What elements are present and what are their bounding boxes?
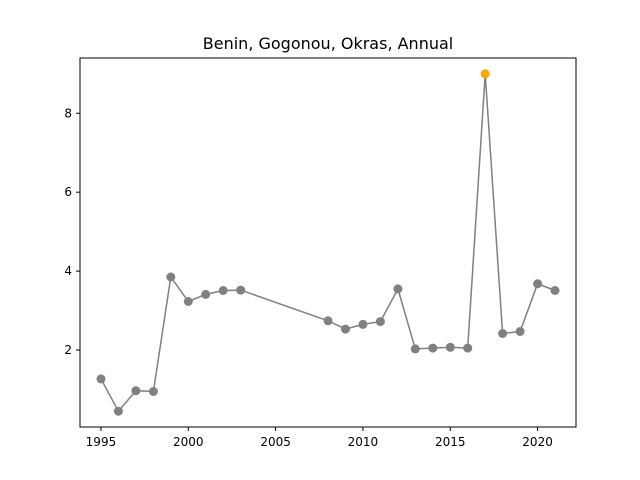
data-point <box>341 324 350 334</box>
data-point <box>358 319 368 329</box>
data-point <box>410 344 420 354</box>
data-point <box>166 272 176 282</box>
y-tick-label: 2 <box>64 343 72 357</box>
data-point <box>375 317 385 327</box>
data-point <box>113 406 123 416</box>
y-axis: 2 4 6 8 <box>64 106 80 357</box>
data-point <box>550 286 560 295</box>
data-point <box>463 343 473 353</box>
data-point <box>445 342 455 352</box>
data-point <box>498 329 508 338</box>
data-point <box>148 387 158 396</box>
data-point <box>236 285 246 295</box>
x-axis: 1995 2000 2005 2010 2015 2020 <box>86 427 553 449</box>
data-point <box>131 386 141 396</box>
y-tick-label: 6 <box>64 185 72 199</box>
highlighted-data-point <box>480 69 490 79</box>
x-tick-label: 2010 <box>348 435 379 449</box>
data-point <box>323 316 333 326</box>
x-tick-label: 1995 <box>86 435 117 449</box>
data-point <box>183 297 193 306</box>
y-tick-label: 8 <box>64 106 72 120</box>
x-tick-label: 2000 <box>173 435 204 449</box>
chart-title: Benin, Gogonou, Okras, Annual <box>203 34 453 53</box>
x-tick-label: 2015 <box>435 435 466 449</box>
data-point <box>218 286 228 295</box>
series-line <box>100 73 556 413</box>
plot-area <box>79 57 577 428</box>
data-point <box>533 279 543 289</box>
data-point <box>201 289 211 299</box>
x-tick-label: 2005 <box>260 435 291 449</box>
y-tick-label: 4 <box>64 264 72 278</box>
data-point <box>428 343 438 353</box>
data-point <box>515 327 525 336</box>
data-series <box>96 69 560 416</box>
data-point <box>96 374 106 384</box>
x-tick-label: 2020 <box>522 435 553 449</box>
data-point <box>393 284 403 294</box>
